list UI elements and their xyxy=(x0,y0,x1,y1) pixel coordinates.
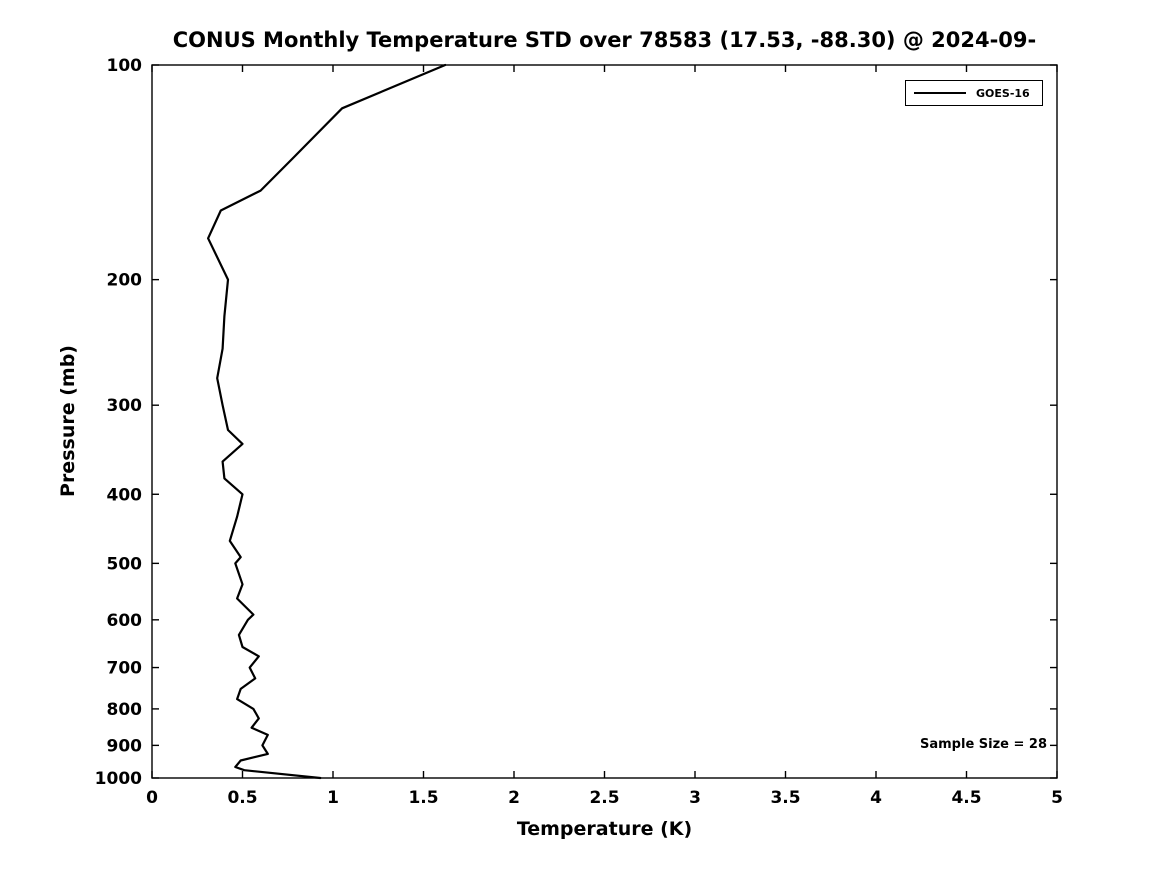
x-tick-label: 0.5 xyxy=(227,788,257,808)
y-tick-label: 300 xyxy=(107,396,143,416)
legend: GOES-16 xyxy=(905,80,1043,106)
x-axis-label: Temperature (K) xyxy=(516,818,693,840)
x-tick-label: 3.5 xyxy=(770,788,800,808)
y-tick-label: 700 xyxy=(107,659,143,679)
chart-title: CONUS Monthly Temperature STD over 78583… xyxy=(172,28,1037,52)
y-tick-label: 500 xyxy=(107,554,143,574)
x-tick-label: 0 xyxy=(146,788,158,808)
x-tick-label: 1.5 xyxy=(408,788,438,808)
x-tick-label: 2.5 xyxy=(589,788,619,808)
y-tick-label: 100 xyxy=(107,56,143,76)
data-line-goes-16 xyxy=(207,63,447,780)
y-tick-label: 1000 xyxy=(95,769,142,789)
legend-label: GOES-16 xyxy=(976,86,1030,100)
y-tick-label: 400 xyxy=(107,485,143,505)
x-tick-label: 4 xyxy=(870,788,882,808)
x-tick-label: 3 xyxy=(689,788,701,808)
y-tick-label: 200 xyxy=(107,271,143,291)
x-tick-label: 4.5 xyxy=(951,788,981,808)
y-tick-label: 900 xyxy=(107,736,143,756)
sample-size-annotation: Sample Size = 28 xyxy=(920,737,1048,752)
x-tick-label: 2 xyxy=(508,788,520,808)
legend-line-sample xyxy=(914,92,966,94)
y-tick-label: 600 xyxy=(107,611,143,631)
y-tick-label: 800 xyxy=(107,700,143,720)
axes-box xyxy=(151,64,1058,779)
x-tick-label: 5 xyxy=(1051,788,1063,808)
x-tick-label: 1 xyxy=(327,788,339,808)
